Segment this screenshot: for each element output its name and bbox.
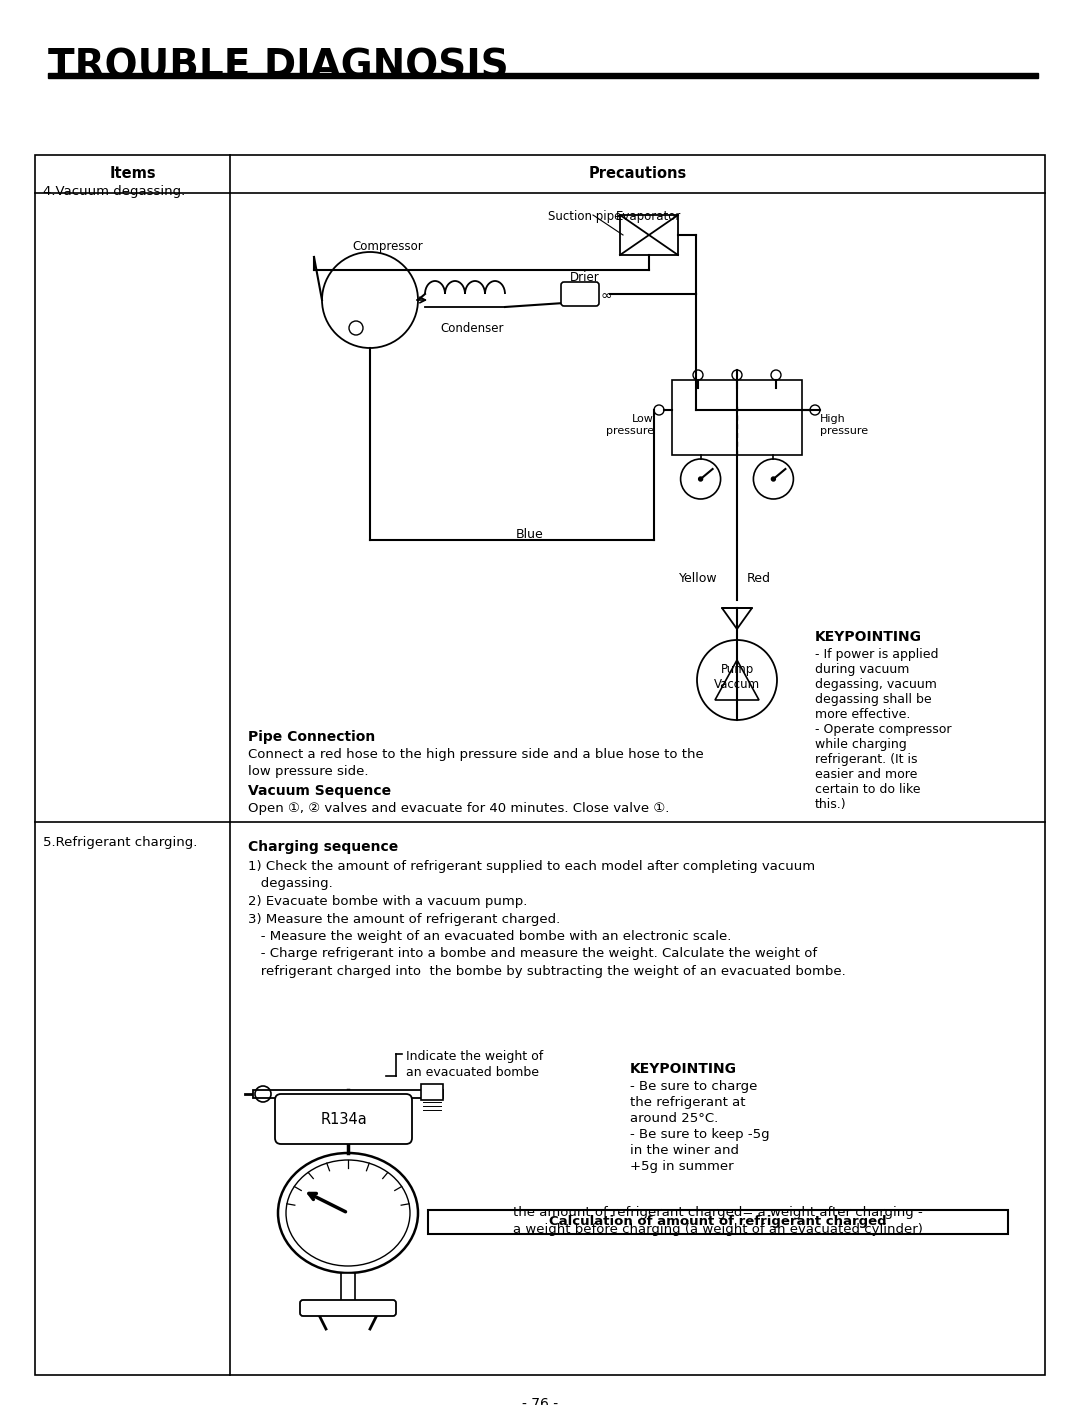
FancyBboxPatch shape bbox=[275, 1094, 411, 1144]
Text: - Be sure to keep -5g: - Be sure to keep -5g bbox=[630, 1128, 770, 1141]
Text: +5g in summer: +5g in summer bbox=[630, 1161, 733, 1173]
Text: - Measure the weight of an evacuated bombe with an electronic scale.: - Measure the weight of an evacuated bom… bbox=[248, 930, 731, 943]
Bar bbox=[48, 73, 1038, 79]
Bar bbox=[35, 155, 1045, 1375]
Text: Red: Red bbox=[747, 572, 771, 584]
Text: Vacuum Sequence: Vacuum Sequence bbox=[248, 784, 391, 798]
Text: Drier: Drier bbox=[570, 271, 599, 284]
Text: more effective.: more effective. bbox=[815, 708, 910, 721]
Text: the amount of refrigerant charged= a weight after charging -: the amount of refrigerant charged= a wei… bbox=[513, 1205, 923, 1220]
Text: degassing.: degassing. bbox=[248, 878, 333, 891]
Text: degassing, vacuum: degassing, vacuum bbox=[815, 679, 936, 691]
Bar bbox=[428, 1210, 1008, 1234]
Text: in the winer and: in the winer and bbox=[630, 1144, 739, 1156]
Text: R134a: R134a bbox=[320, 1111, 367, 1127]
Text: during vacuum: during vacuum bbox=[815, 663, 909, 676]
Text: Compressor: Compressor bbox=[352, 240, 422, 253]
Text: refrigerant charged into  the bombe by subtracting the weight of an evacuated bo: refrigerant charged into the bombe by su… bbox=[248, 965, 846, 978]
Text: a weight before charging (a weight of an evacuated cylinder): a weight before charging (a weight of an… bbox=[513, 1222, 923, 1236]
Circle shape bbox=[699, 478, 703, 481]
Text: Precautions: Precautions bbox=[589, 167, 687, 181]
Text: ∞: ∞ bbox=[600, 289, 612, 303]
Text: - Operate compressor: - Operate compressor bbox=[815, 724, 951, 736]
Text: low pressure side.: low pressure side. bbox=[248, 764, 368, 778]
Bar bbox=[672, 379, 802, 455]
Text: Items: Items bbox=[109, 167, 156, 181]
Text: 5.Refrigerant charging.: 5.Refrigerant charging. bbox=[43, 836, 198, 849]
Text: around 25°C.: around 25°C. bbox=[630, 1111, 718, 1125]
Text: Vaccum: Vaccum bbox=[714, 679, 760, 691]
Text: degassing shall be: degassing shall be bbox=[815, 693, 932, 705]
Text: KEYPOINTING: KEYPOINTING bbox=[815, 629, 922, 643]
Text: 2) Evacuate bombe with a vacuum pump.: 2) Evacuate bombe with a vacuum pump. bbox=[248, 895, 527, 908]
Text: Pipe Connection: Pipe Connection bbox=[248, 731, 375, 745]
FancyBboxPatch shape bbox=[300, 1300, 396, 1316]
Text: Low
pressure: Low pressure bbox=[606, 414, 654, 436]
Text: easier and more: easier and more bbox=[815, 769, 917, 781]
Text: - If power is applied: - If power is applied bbox=[815, 648, 939, 660]
Text: Open ①, ② valves and evacuate for 40 minutes. Close valve ①.: Open ①, ② valves and evacuate for 40 min… bbox=[248, 802, 670, 815]
Text: Yellow: Yellow bbox=[679, 572, 717, 584]
Text: refrigerant. (It is: refrigerant. (It is bbox=[815, 753, 918, 766]
Text: TROUBLE DIAGNOSIS: TROUBLE DIAGNOSIS bbox=[48, 48, 509, 86]
Text: 3) Measure the amount of refrigerant charged.: 3) Measure the amount of refrigerant cha… bbox=[248, 912, 561, 926]
Text: Blue: Blue bbox=[516, 528, 544, 541]
Text: Charging sequence: Charging sequence bbox=[248, 840, 399, 854]
Text: certain to do like: certain to do like bbox=[815, 783, 920, 797]
Circle shape bbox=[771, 478, 775, 481]
Text: KEYPOINTING: KEYPOINTING bbox=[630, 1062, 737, 1076]
Text: Evaporator: Evaporator bbox=[617, 209, 681, 223]
Text: the refrigerant at: the refrigerant at bbox=[630, 1096, 745, 1109]
Text: High
pressure: High pressure bbox=[820, 414, 868, 436]
Text: an evacuated bombe: an evacuated bombe bbox=[406, 1066, 539, 1079]
Text: this.): this.) bbox=[815, 798, 847, 811]
Text: Condenser: Condenser bbox=[440, 322, 503, 334]
Text: Indicate the weight of: Indicate the weight of bbox=[406, 1050, 543, 1064]
Text: Suction pipe: Suction pipe bbox=[548, 209, 621, 223]
Bar bbox=[341, 1273, 355, 1302]
Text: 4.Vacuum degassing.: 4.Vacuum degassing. bbox=[43, 185, 186, 198]
Text: - 76 -: - 76 - bbox=[522, 1397, 558, 1405]
Text: Calculation of amount of refrigerant charged: Calculation of amount of refrigerant cha… bbox=[550, 1215, 887, 1228]
Text: Connect a red hose to the high pressure side and a blue hose to the: Connect a red hose to the high pressure … bbox=[248, 747, 704, 762]
Text: while charging: while charging bbox=[815, 738, 907, 752]
Bar bbox=[421, 1085, 443, 1100]
Bar bbox=[336, 1100, 360, 1114]
Text: - Charge refrigerant into a bombe and measure the weight. Calculate the weight o: - Charge refrigerant into a bombe and me… bbox=[248, 947, 818, 961]
Text: - Be sure to charge: - Be sure to charge bbox=[630, 1080, 757, 1093]
Text: Pump: Pump bbox=[720, 663, 754, 676]
Text: 1) Check the amount of refrigerant supplied to each model after completing vacuu: 1) Check the amount of refrigerant suppl… bbox=[248, 860, 815, 873]
FancyBboxPatch shape bbox=[561, 282, 599, 306]
Bar bbox=[253, 1090, 443, 1097]
Bar bbox=[620, 215, 678, 254]
